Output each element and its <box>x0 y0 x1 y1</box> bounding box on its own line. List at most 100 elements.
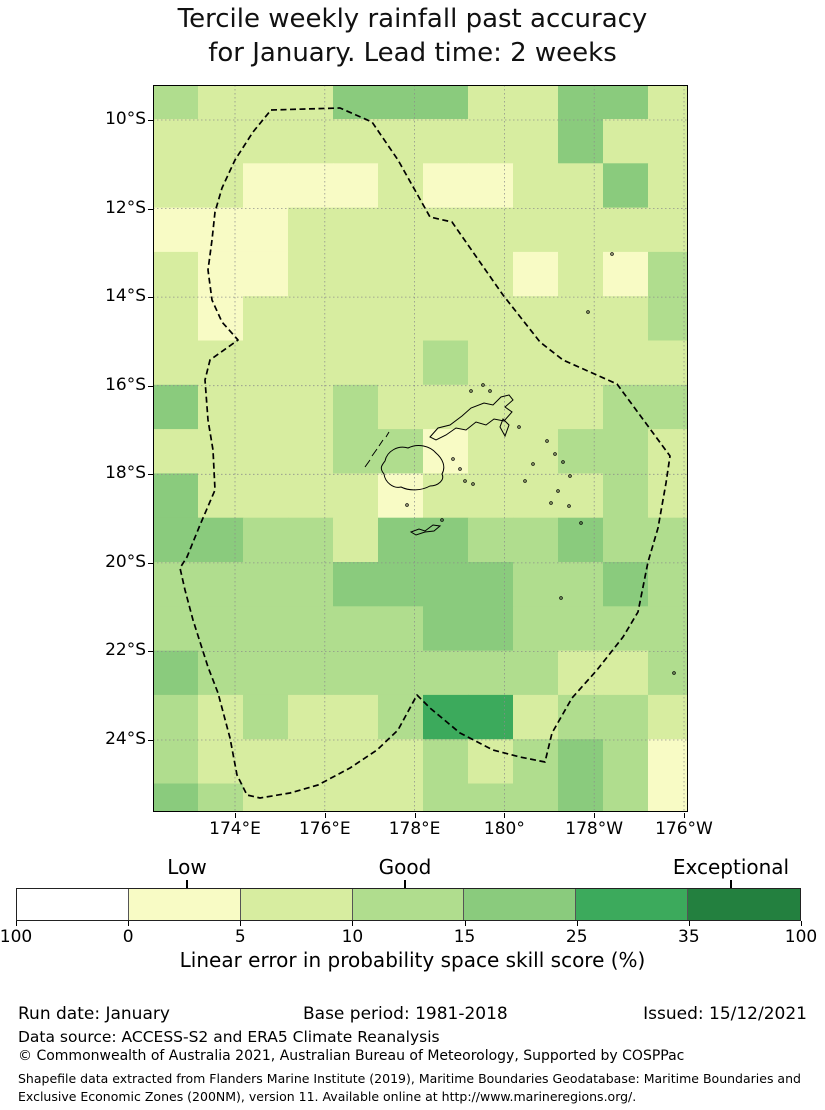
map-cell <box>423 340 469 386</box>
map-cell <box>603 119 649 164</box>
colorbar-tick-label: 10 <box>341 927 364 947</box>
map-area <box>153 85 689 813</box>
small-island-outline <box>556 489 560 493</box>
issued-text: Issued: 15/12/2021 <box>643 1004 807 1024</box>
map-cell <box>198 119 244 164</box>
colorbar-tick-mark <box>801 921 802 926</box>
colorbar-caption: Linear error in probability space skill … <box>179 948 646 972</box>
map-cell <box>558 473 604 519</box>
map-cell <box>333 606 379 651</box>
map-cell <box>558 739 604 784</box>
map-cell <box>288 384 334 430</box>
map-cell <box>153 119 199 164</box>
colorbar-segment <box>352 889 465 920</box>
map-cell <box>378 650 424 696</box>
colorbar-tick-label: 15 <box>453 927 476 947</box>
map-cell <box>603 163 649 208</box>
map-cell <box>423 562 469 607</box>
small-island-outline <box>488 389 492 393</box>
lat-tick-mark <box>148 651 153 653</box>
map-cell <box>378 783 424 813</box>
map-cell <box>423 296 469 341</box>
colorbar-tick-label: 0 <box>122 927 134 947</box>
map-cell <box>423 207 469 253</box>
map-cell <box>513 694 559 740</box>
map-cell <box>648 251 689 297</box>
base-period-text: Base period: 1981-2018 <box>303 1004 508 1024</box>
lon-tick-label: 178°W <box>565 819 624 839</box>
map-cell <box>558 694 604 740</box>
lat-tick-label: 18°S <box>105 463 146 484</box>
map-cell <box>513 119 559 164</box>
map-cell <box>243 783 289 813</box>
lon-tick-label: 176°E <box>298 819 351 839</box>
small-island-outline <box>559 596 563 600</box>
map-cell <box>153 340 199 386</box>
map-cell <box>153 163 199 208</box>
lon-tick-label: 178°E <box>388 819 441 839</box>
map-cell <box>198 340 244 386</box>
lon-tick-label: 176°W <box>655 819 713 839</box>
map-cell <box>513 207 559 253</box>
kadavu-outline <box>409 524 442 536</box>
map-cell <box>468 85 514 120</box>
map-cell <box>333 562 379 607</box>
colorbar-tick-label: 100 <box>0 927 33 947</box>
map-cell <box>468 207 514 253</box>
colorbar-tick-mark <box>16 921 17 926</box>
map-cell <box>648 296 689 341</box>
map-cell <box>243 207 289 253</box>
map-cell <box>288 251 334 297</box>
map-cell <box>603 739 649 784</box>
figure-title-line1: Tercile weekly rainfall past accuracy <box>177 4 648 34</box>
map-cell <box>603 340 649 386</box>
map-cell <box>468 739 514 784</box>
map-cell <box>603 606 649 651</box>
map-cell <box>558 207 604 253</box>
lat-tick-label: 14°S <box>105 286 146 307</box>
map-cell <box>243 473 289 519</box>
lon-tick-mark <box>324 813 326 818</box>
map-cell <box>153 517 199 563</box>
map-cell <box>288 296 334 341</box>
map-cell <box>198 429 244 474</box>
rainfall-skill-map <box>153 85 689 813</box>
data-source-text: Data source: ACCESS-S2 and ERA5 Climate … <box>18 1028 440 1046</box>
lat-tick-label: 16°S <box>105 374 146 395</box>
map-cell <box>513 517 559 563</box>
small-island-outline <box>405 503 409 507</box>
map-cell <box>468 473 514 519</box>
map-cell <box>198 384 244 430</box>
map-cell <box>648 163 689 208</box>
map-cell <box>423 85 469 120</box>
small-island-outline <box>568 474 572 478</box>
map-cell <box>153 783 199 813</box>
small-island-outline <box>469 389 473 393</box>
map-cell <box>378 384 424 430</box>
colorbar-low-tick <box>186 880 188 888</box>
map-cell <box>558 606 604 651</box>
map-cell <box>198 517 244 563</box>
map-cell <box>378 473 424 519</box>
map-cell <box>603 783 649 813</box>
map-cell <box>648 783 689 813</box>
map-cell <box>153 473 199 519</box>
colorbar-label-exceptional: Exceptional <box>672 855 790 879</box>
map-cell <box>378 562 424 607</box>
vanua-levu-outline <box>429 394 514 441</box>
map-cell <box>333 517 379 563</box>
map-cell <box>558 163 604 208</box>
map-cell <box>468 694 514 740</box>
figure-title-line2: for January. Lead time: 2 weeks <box>208 38 617 68</box>
map-cell <box>603 473 649 519</box>
map-cell <box>603 694 649 740</box>
map-cell <box>558 562 604 607</box>
map-cell <box>333 119 379 164</box>
map-cell <box>513 163 559 208</box>
lat-tick-label: 10°S <box>105 109 146 129</box>
map-cell <box>153 562 199 607</box>
map-cell <box>333 163 379 208</box>
map-cell <box>198 606 244 651</box>
map-cell <box>558 783 604 813</box>
map-cell <box>423 473 469 519</box>
